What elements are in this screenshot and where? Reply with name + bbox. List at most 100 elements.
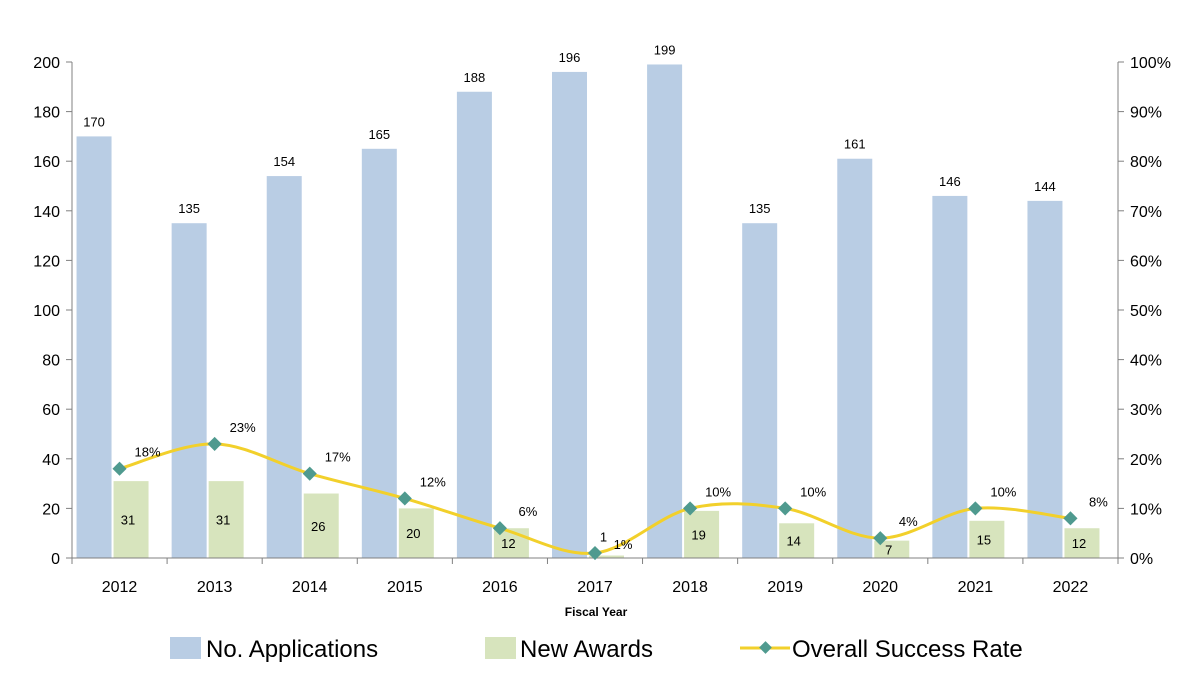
legend-label-awards: New Awards bbox=[520, 636, 653, 663]
award-value-label: 15 bbox=[977, 532, 991, 547]
y-right-tick-label: 80% bbox=[1130, 154, 1162, 171]
y-right-tick-label: 70% bbox=[1130, 204, 1162, 221]
success-rate-marker bbox=[492, 521, 507, 536]
application-value-label: 146 bbox=[939, 174, 961, 189]
award-bar bbox=[1064, 528, 1100, 558]
application-value-label: 144 bbox=[1034, 179, 1056, 194]
data-labels: 170 31 135 31 154 26 165 20 188 12 196 1 199 19 135 14 1… bbox=[83, 42, 1108, 557]
success-rate-marker bbox=[778, 501, 793, 516]
success-rate-marker bbox=[397, 491, 412, 506]
award-value-label: 12 bbox=[501, 536, 515, 551]
y-right-tick-label: 100% bbox=[1130, 55, 1171, 72]
success-rate-label: 10% bbox=[800, 484, 826, 499]
application-value-label: 170 bbox=[83, 114, 105, 129]
applications-bars bbox=[76, 64, 1063, 559]
success-rate-line bbox=[112, 436, 1078, 561]
application-bar bbox=[456, 91, 492, 558]
y-left-tick-label: 200 bbox=[33, 55, 60, 72]
award-bar bbox=[113, 481, 149, 558]
award-bar bbox=[779, 523, 815, 558]
success-rate-label: 8% bbox=[1089, 494, 1108, 509]
x-tick-label: 2022 bbox=[1053, 579, 1089, 596]
y-right-tick-label: 20% bbox=[1130, 452, 1162, 469]
legend-marker-success-rate bbox=[759, 641, 772, 654]
x-tick-label: 2019 bbox=[767, 579, 803, 596]
success-rate-marker bbox=[112, 461, 127, 476]
application-value-label: 196 bbox=[559, 50, 581, 65]
axes: 2012 2013 2014 2015 2016 2017 2018 2019 2020 2021… bbox=[33, 55, 1171, 596]
application-bar bbox=[837, 158, 873, 558]
y-right-tick-label: 10% bbox=[1130, 501, 1162, 518]
x-tick-label: 2014 bbox=[292, 579, 328, 596]
success-rate-curve bbox=[119, 442, 1071, 555]
legend-swatch-applications bbox=[170, 637, 201, 659]
application-value-label: 135 bbox=[178, 201, 200, 216]
award-value-label: 7 bbox=[885, 542, 892, 557]
x-tick-label: 2013 bbox=[197, 579, 233, 596]
y-left-tick-label: 160 bbox=[33, 154, 60, 171]
application-value-label: 161 bbox=[844, 137, 866, 152]
success-rate-marker bbox=[683, 501, 698, 516]
award-bar bbox=[398, 508, 434, 558]
y-left-tick-label: 100 bbox=[33, 303, 60, 320]
success-rate-label: 10% bbox=[705, 484, 731, 499]
y-left-tick-label: 0 bbox=[51, 551, 60, 568]
success-rate-label: 17% bbox=[325, 450, 351, 465]
award-value-label: 31 bbox=[121, 513, 135, 528]
success-rate-marker bbox=[587, 545, 603, 561]
success-rate-label: 4% bbox=[899, 514, 918, 529]
application-bar bbox=[1027, 200, 1063, 558]
x-tick-label: 2016 bbox=[482, 579, 518, 596]
success-rate-marker bbox=[968, 501, 983, 516]
x-tick-label: 2021 bbox=[958, 579, 994, 596]
x-tick-label: 2012 bbox=[102, 579, 138, 596]
legend: No. Applications New Awards Overall Succes… bbox=[170, 636, 1023, 663]
success-rate-marker bbox=[873, 531, 888, 546]
legend-label-applications: No. Applications bbox=[206, 636, 378, 663]
y-right-tick-label: 0% bbox=[1130, 551, 1153, 568]
y-right-tick-label: 30% bbox=[1130, 402, 1162, 419]
award-value-label: 1 bbox=[600, 530, 607, 545]
legend-swatch-awards bbox=[485, 637, 516, 659]
success-rate-marker bbox=[1063, 511, 1078, 526]
application-bar bbox=[552, 71, 587, 559]
award-bar bbox=[969, 520, 1005, 558]
award-bar bbox=[589, 555, 624, 558]
success-rate-label: 23% bbox=[230, 420, 256, 435]
y-right-tick-label: 40% bbox=[1130, 353, 1162, 370]
application-value-label: 135 bbox=[749, 201, 771, 216]
award-value-label: 14 bbox=[786, 534, 800, 549]
success-rate-label: 1% bbox=[614, 537, 633, 552]
success-rate-marker bbox=[207, 436, 222, 451]
x-tick-label: 2020 bbox=[862, 579, 898, 596]
y-right-tick-label: 50% bbox=[1130, 303, 1162, 320]
award-value-label: 19 bbox=[691, 527, 705, 542]
x-tick-label: 2018 bbox=[672, 579, 708, 596]
award-bar bbox=[684, 510, 720, 558]
y-left-tick-label: 180 bbox=[33, 105, 60, 122]
y-left-tick-label: 140 bbox=[33, 204, 60, 221]
y-left-tick-label: 20 bbox=[42, 501, 60, 518]
y-left-tick-label: 60 bbox=[42, 402, 60, 419]
y-right-tick-label: 90% bbox=[1130, 105, 1162, 122]
application-value-label: 165 bbox=[368, 127, 390, 142]
y-left-tick-label: 40 bbox=[42, 452, 60, 469]
success-rate-label: 18% bbox=[135, 445, 161, 460]
x-tick-label: 2017 bbox=[577, 579, 613, 596]
application-bar bbox=[361, 148, 397, 559]
success-rate-label: 6% bbox=[519, 504, 538, 519]
success-rate-label: 10% bbox=[990, 484, 1016, 499]
x-tick-label: 2015 bbox=[387, 579, 423, 596]
award-bar bbox=[208, 481, 244, 558]
success-rate-label: 12% bbox=[420, 474, 446, 489]
y-right-tick-label: 60% bbox=[1130, 253, 1162, 270]
award-value-label: 20 bbox=[406, 526, 420, 541]
legend-label-success-rate: Overall Success Rate bbox=[792, 636, 1023, 663]
application-bar bbox=[742, 223, 778, 558]
application-bar bbox=[266, 176, 302, 558]
application-value-label: 188 bbox=[464, 70, 486, 85]
award-value-label: 26 bbox=[311, 519, 325, 534]
award-bar bbox=[874, 540, 910, 558]
application-bar bbox=[647, 64, 683, 558]
